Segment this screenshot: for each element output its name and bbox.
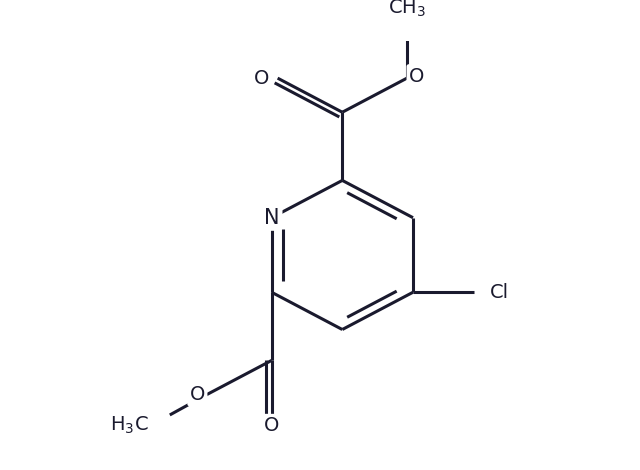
- Text: O: O: [409, 67, 424, 86]
- Text: O: O: [189, 385, 205, 404]
- Text: O: O: [254, 69, 269, 87]
- Text: H$_3$C: H$_3$C: [110, 415, 148, 436]
- Text: N: N: [264, 208, 279, 227]
- Text: O: O: [264, 416, 279, 435]
- Text: CH$_3$: CH$_3$: [388, 0, 426, 19]
- Text: Cl: Cl: [490, 283, 509, 302]
